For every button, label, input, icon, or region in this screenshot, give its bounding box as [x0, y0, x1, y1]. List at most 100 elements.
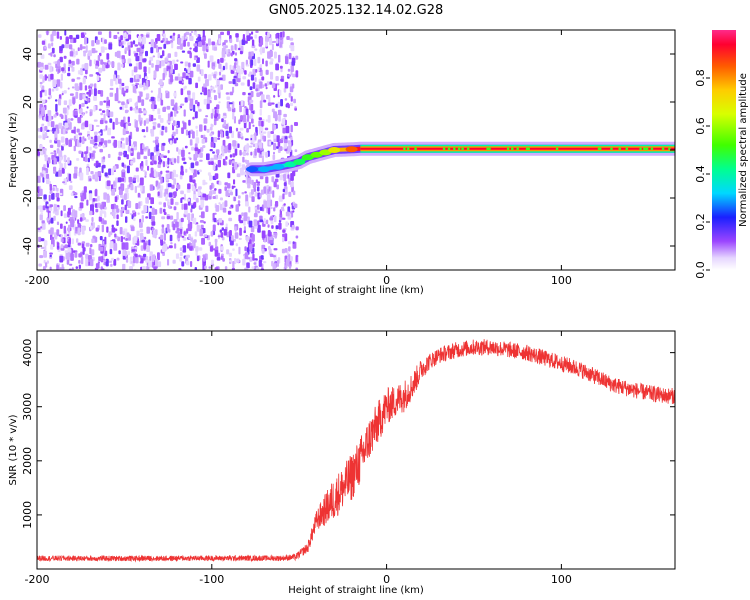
noise-cell: [208, 161, 211, 165]
noise-cell: [188, 130, 191, 139]
noise-cell: [260, 189, 264, 195]
noise-cell: [278, 197, 283, 200]
noise-cell: [58, 150, 63, 157]
noise-cell: [52, 79, 56, 88]
noise-cell: [91, 40, 95, 47]
noise-cell: [249, 113, 253, 119]
noise-cell: [52, 170, 56, 173]
noise-cell: [89, 59, 92, 67]
noise-cell: [217, 85, 221, 93]
noise-cell: [110, 212, 114, 215]
noise-cell: [171, 157, 174, 163]
noise-cell: [90, 225, 93, 230]
noise-cell: [130, 184, 134, 191]
noise-cell: [58, 68, 61, 73]
noise-cell: [295, 70, 299, 78]
noise-cell: [287, 206, 291, 213]
noise-cell: [68, 224, 71, 233]
noise-cell: [74, 192, 78, 196]
noise-cell: [139, 201, 143, 206]
noise-cell: [258, 142, 263, 149]
noise-cell: [182, 245, 187, 253]
noise-cell: [76, 58, 80, 65]
noise-cell: [277, 101, 281, 109]
noise-cell: [117, 62, 121, 71]
noise-cell: [98, 141, 103, 145]
noise-cell: [153, 160, 157, 165]
noise-cell: [251, 179, 254, 186]
noise-cell: [254, 34, 258, 39]
noise-cell: [90, 204, 94, 213]
noise-cell: [83, 217, 87, 220]
noise-cell: [145, 260, 149, 263]
noise-cell: [269, 253, 274, 257]
noise-cell: [234, 226, 237, 232]
noise-cell: [125, 137, 129, 146]
noise-cell: [98, 175, 101, 182]
noise-cell: [174, 243, 177, 249]
noise-cell: [144, 76, 149, 80]
noise-cell: [78, 253, 83, 258]
noise-cell: [199, 220, 204, 223]
noise-cell: [235, 204, 239, 212]
noise-cell: [114, 205, 119, 209]
noise-cell: [186, 228, 189, 234]
noise-cell: [210, 86, 215, 90]
noise-cell: [138, 108, 142, 114]
signal-carrier-speck: [555, 147, 559, 151]
noise-cell: [274, 51, 277, 59]
noise-cell: [260, 125, 264, 132]
noise-cell: [40, 111, 45, 117]
noise-cell: [235, 52, 237, 56]
noise-cell: [49, 183, 52, 191]
noise-cell: [56, 204, 60, 208]
noise-cell: [86, 199, 89, 206]
noise-cell: [138, 114, 141, 122]
noise-cell: [145, 50, 148, 57]
noise-cell: [273, 151, 275, 155]
noise-cell: [226, 231, 230, 238]
noise-cell: [102, 156, 106, 160]
noise-cell: [45, 262, 48, 268]
noise-cell: [294, 122, 298, 126]
noise-cell: [102, 220, 107, 225]
noise-cell: [117, 140, 121, 149]
signal-blob: [272, 163, 285, 170]
noise-cell: [220, 232, 224, 238]
noise-cell: [38, 236, 42, 242]
noise-cell: [176, 46, 181, 50]
noise-cell: [223, 228, 227, 236]
noise-cell: [133, 141, 137, 148]
noise-cell: [256, 204, 260, 210]
noise-cell: [179, 43, 183, 50]
noise-cell: [83, 52, 86, 57]
noise-cell: [103, 192, 107, 200]
noise-cell: [114, 233, 117, 238]
noise-cell: [79, 172, 84, 181]
noise-cell: [241, 212, 245, 217]
noise-cell: [280, 206, 285, 212]
noise-cell: [135, 52, 139, 56]
noise-cell: [135, 167, 139, 172]
noise-cell: [192, 92, 196, 101]
noise-cell: [282, 31, 285, 37]
noise-cell: [239, 219, 244, 224]
noise-cell: [103, 100, 107, 103]
noise-cell: [280, 137, 284, 140]
noise-cell: [110, 204, 114, 210]
noise-cell: [102, 64, 106, 72]
noise-cell: [206, 128, 210, 133]
noise-cell: [290, 124, 293, 133]
noise-cell: [61, 90, 65, 94]
noise-cell: [163, 208, 166, 213]
noise-cell: [293, 203, 298, 208]
noise-cell: [127, 58, 132, 64]
noise-cell: [43, 167, 48, 171]
noise-cell: [184, 67, 187, 72]
noise-cell: [205, 79, 209, 87]
signal-blob: [293, 159, 306, 165]
noise-cell: [168, 202, 171, 206]
noise-cell: [37, 61, 42, 68]
noise-cell: [180, 190, 184, 195]
noise-cell: [168, 245, 173, 249]
